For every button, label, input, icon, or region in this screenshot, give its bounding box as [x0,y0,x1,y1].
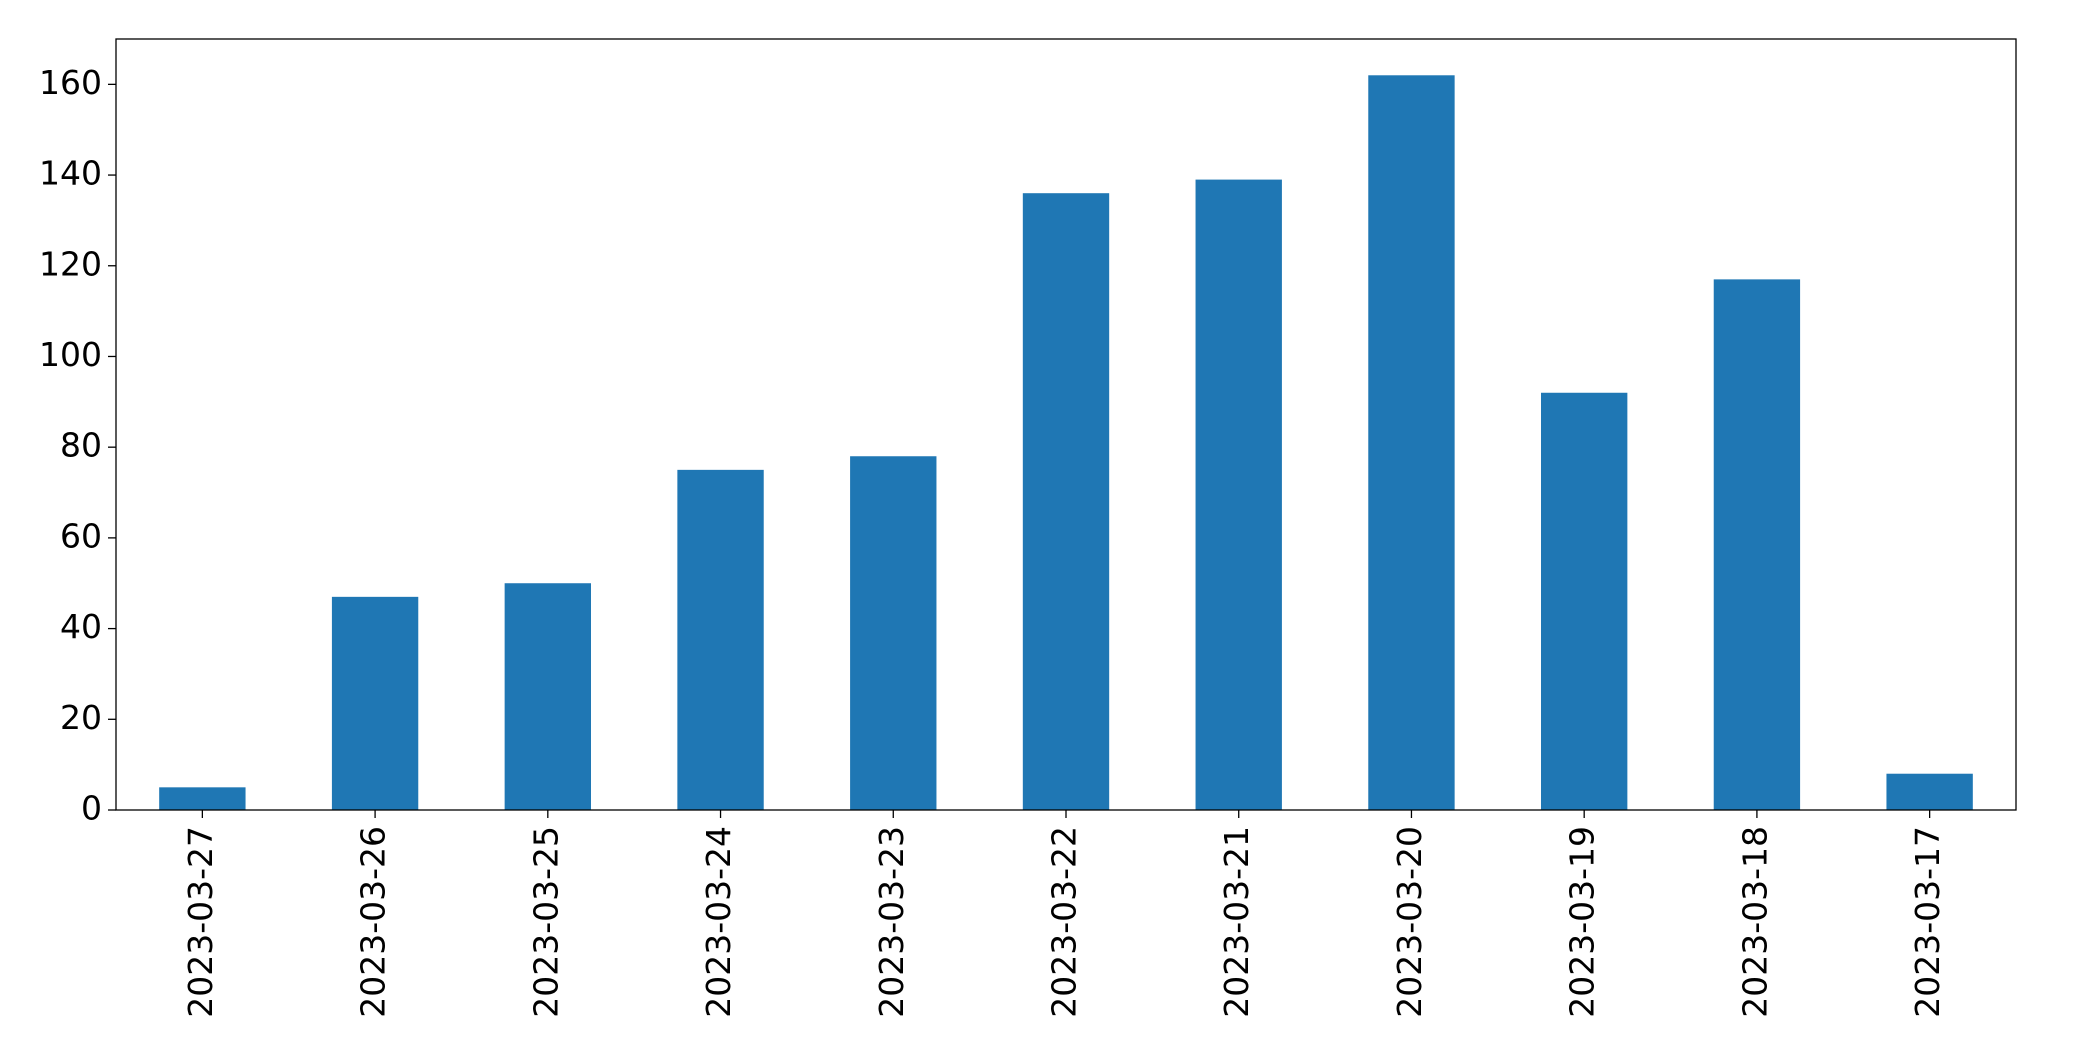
bar-2023-03-25 [504,583,591,810]
bar-2023-03-20 [1368,75,1455,811]
x-tick-label: 2023-03-21 [1217,826,1256,1018]
y-tick-label: 20 [60,698,102,737]
bar-2023-03-18 [1713,279,1801,810]
plot-frame [115,38,2017,811]
x-tick-label: 2023-03-25 [526,826,565,1018]
y-tick-label: 0 [81,789,102,828]
bar-2023-03-21 [1195,179,1282,810]
y-tick-label: 80 [60,426,102,465]
y-tick-label: 160 [39,63,102,102]
x-axis: 2023-03-27 2023-03-26 2023-03-25 2023-03-24… [181,810,1947,1018]
bar-2023-03-17 [1886,773,1973,810]
x-tick-label: 2023-03-24 [699,826,738,1018]
bar-2023-03-23 [850,456,937,810]
bar-2023-03-27 [159,787,246,810]
x-tick-label: 2023-03-18 [1735,826,1774,1018]
y-tick-label: 120 [39,244,102,283]
x-tick-label: 2023-03-23 [872,826,911,1018]
y-axis: 0 20 40 60 80 100 120 140 160 [39,63,116,828]
y-tick-label: 140 [39,154,102,193]
x-tick-label: 2023-03-17 [1908,826,1947,1018]
bar-2023-03-19 [1541,392,1628,810]
x-tick-label: 2023-03-27 [181,826,220,1018]
y-tick-label: 60 [60,516,102,555]
y-tick-label: 40 [60,607,102,646]
bar-2023-03-22 [1022,193,1110,810]
bar-2023-03-24 [677,469,764,810]
bar-series [159,75,1973,811]
x-tick-label: 2023-03-26 [354,826,393,1018]
x-tick-label: 2023-03-20 [1390,826,1429,1018]
y-tick-label: 100 [39,335,102,374]
x-tick-label: 2023-03-19 [1563,826,1602,1018]
bar-2023-03-26 [331,596,419,810]
x-tick-label: 2023-03-22 [1045,826,1084,1018]
